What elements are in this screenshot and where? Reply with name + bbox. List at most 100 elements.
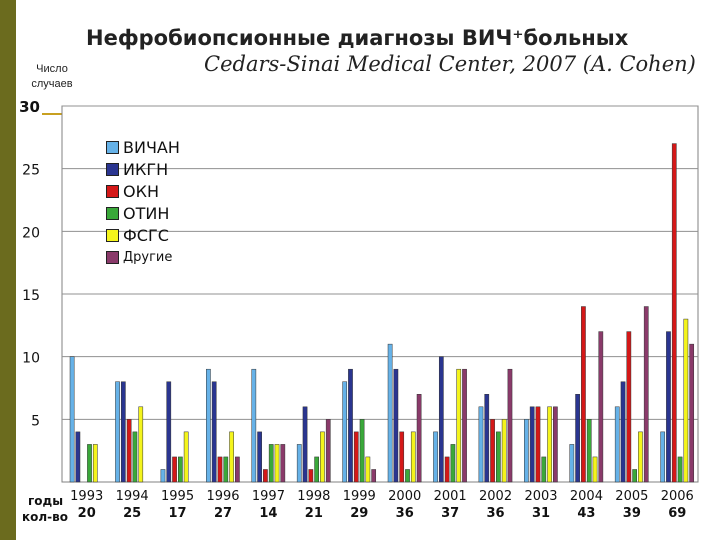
- total-label: 31: [532, 506, 550, 521]
- bar: [444, 456, 450, 483]
- total-label: 36: [396, 506, 414, 521]
- side-bar: [0, 0, 16, 540]
- bar: [524, 419, 529, 483]
- x-tick-label: 1996: [206, 489, 239, 504]
- bar: [410, 431, 416, 483]
- legend-item: ОКН: [106, 180, 180, 202]
- bar: [490, 419, 495, 483]
- x-tick-label: 2004: [570, 489, 603, 504]
- bar: [160, 469, 166, 483]
- legend-item: ИКГН: [106, 158, 180, 180]
- bar: [257, 431, 262, 483]
- bar: [217, 456, 223, 483]
- bar: [92, 444, 98, 483]
- bar: [263, 469, 268, 483]
- bar: [660, 431, 666, 483]
- bar: [553, 406, 558, 483]
- bar: [581, 306, 586, 483]
- total-label: 39: [623, 506, 641, 521]
- legend-swatch: [106, 250, 119, 264]
- bar: [569, 444, 575, 483]
- bar: [115, 381, 120, 483]
- legend-item: ВИЧАН: [106, 136, 180, 158]
- bar: [535, 406, 541, 483]
- legend-label: ВИЧАН: [123, 137, 180, 157]
- bar: [433, 431, 438, 483]
- bar: [172, 456, 177, 483]
- chart-title: Нефробиопсионные диагнозы ВИЧ⁺больных: [86, 26, 629, 50]
- chart-subtitle: Cedars-Sinai Medical Center, 2007 (A. Co…: [204, 52, 696, 76]
- legend-swatch: [106, 206, 119, 220]
- total-label: 17: [169, 506, 187, 521]
- accent-line: [42, 113, 64, 115]
- bar: [677, 456, 683, 483]
- bar: [229, 431, 234, 483]
- bar: [387, 343, 393, 483]
- x-tick-label: 2006: [661, 489, 694, 504]
- bar: [126, 419, 132, 483]
- bar: [416, 394, 422, 483]
- x-tick-label: 1994: [116, 489, 149, 504]
- bar: [138, 406, 144, 483]
- bar: [120, 381, 126, 483]
- legend-item: ФСГС: [106, 224, 180, 246]
- bar: [592, 456, 598, 483]
- x-tick-label: 2003: [524, 489, 557, 504]
- bar: [69, 356, 75, 483]
- bar: [206, 368, 211, 483]
- bar: [353, 431, 359, 483]
- total-label: 14: [259, 506, 277, 521]
- bar: [348, 368, 353, 483]
- y-tick-label: 5: [31, 413, 40, 429]
- bar: [178, 456, 183, 483]
- x-tick-label: 2000: [388, 489, 421, 504]
- bar: [166, 381, 172, 483]
- bar: [614, 406, 620, 483]
- bar: [666, 331, 671, 483]
- bar: [235, 456, 240, 483]
- bar: [280, 444, 286, 483]
- legend-swatch: [106, 140, 119, 154]
- bar: [541, 456, 547, 483]
- total-label: 27: [214, 506, 232, 521]
- bar: [359, 419, 365, 483]
- bar: [620, 381, 626, 483]
- total-label: 69: [668, 506, 686, 521]
- legend-item: Другие: [106, 246, 180, 268]
- x-tick-label: 1993: [70, 489, 103, 504]
- y-axis-label: Число случаев: [31, 63, 73, 90]
- bar: [638, 431, 643, 483]
- legend-swatch: [106, 228, 119, 242]
- y-tick-label: 30: [19, 98, 40, 116]
- x-tick-label: 2002: [479, 489, 512, 504]
- bar: [547, 406, 552, 483]
- total-label: 43: [577, 506, 595, 521]
- bar: [268, 444, 274, 483]
- bar: [456, 368, 462, 483]
- bar: [438, 356, 444, 483]
- total-label: 25: [123, 506, 141, 521]
- legend-swatch: [106, 184, 119, 198]
- x-tick-label: 2005: [615, 489, 648, 504]
- x-tick-label: 1997: [252, 489, 285, 504]
- bar: [501, 419, 507, 483]
- bar: [586, 419, 592, 483]
- bar: [393, 368, 399, 483]
- bar: [132, 431, 138, 483]
- legend-label: ИКГН: [123, 159, 169, 179]
- x-tick-label: 2001: [434, 489, 467, 504]
- y-tick-label: 10: [22, 351, 40, 367]
- bar: [478, 406, 484, 483]
- bar: [683, 318, 689, 483]
- bar: [626, 331, 632, 483]
- total-label: 29: [350, 506, 368, 521]
- bar: [274, 444, 280, 483]
- y-tick-label: 20: [22, 225, 40, 241]
- bar: [462, 368, 467, 483]
- bar: [75, 431, 81, 483]
- bar: [308, 469, 314, 483]
- bar: [643, 306, 649, 483]
- legend-label: ФСГС: [123, 225, 169, 245]
- bar: [365, 456, 371, 483]
